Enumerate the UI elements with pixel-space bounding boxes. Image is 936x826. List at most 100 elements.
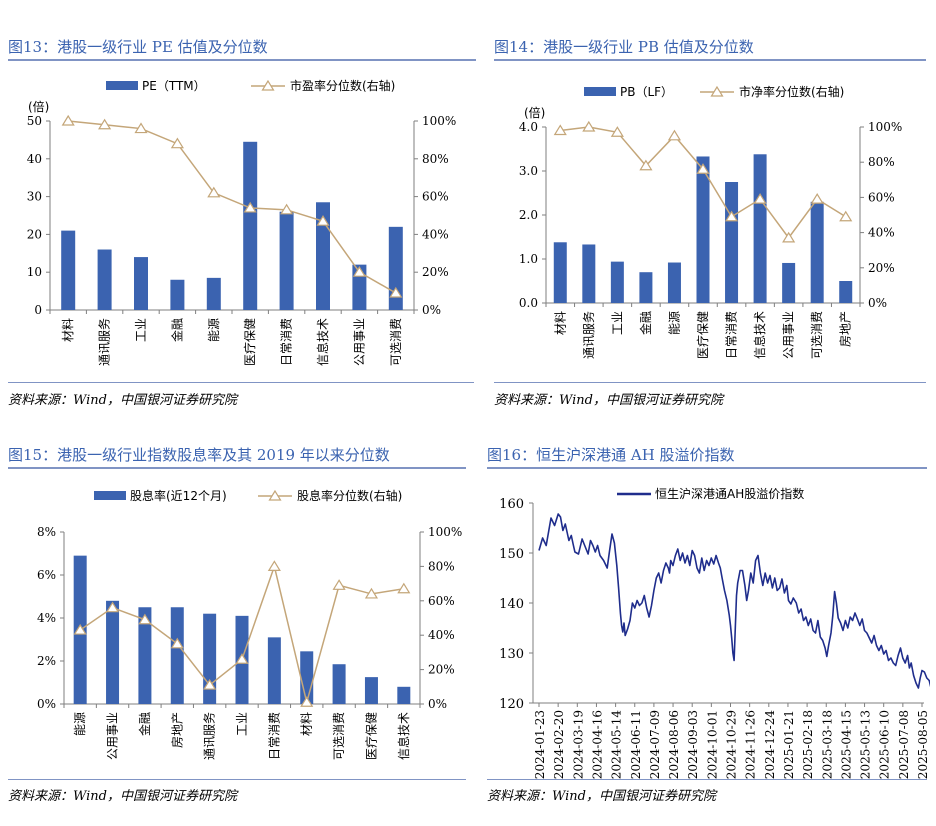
x-tick-label: 信息技术 xyxy=(315,318,330,366)
legend-line-label: 股息率分位数(右轴) xyxy=(297,488,402,503)
figure-13-title: 图13：港股一级行业 PE 估值及分位数 xyxy=(8,38,268,56)
x-tick-label: 2024-08-06 xyxy=(667,710,681,779)
x-tick-label: 信息技术 xyxy=(396,712,411,760)
legend-line-marker xyxy=(268,489,282,501)
y-right-tick-label: 20% xyxy=(428,663,455,677)
percentile-point xyxy=(553,124,567,136)
bar xyxy=(610,261,624,303)
figure-16-bottom-rule xyxy=(487,779,927,780)
percentile-point xyxy=(138,613,152,625)
percentile-point xyxy=(105,601,120,613)
bar xyxy=(725,182,739,303)
legend-bar-label: PE（TTM） xyxy=(142,79,206,93)
bar xyxy=(134,257,148,310)
y-left-tick-label: 10 xyxy=(27,265,42,279)
bar xyxy=(332,664,346,704)
x-tick-label: 医疗保健 xyxy=(364,712,378,760)
x-tick-label: 材料 xyxy=(553,311,567,335)
figure-15-source: 资料来源：Wind，中国银河证券研究院 xyxy=(8,789,237,804)
y-right-tick-label: 100% xyxy=(422,114,456,128)
x-tick-label: 可选消费 xyxy=(332,712,346,760)
percentile-point xyxy=(134,122,148,134)
x-tick-label: 能源 xyxy=(667,311,681,335)
x-tick-label: 2024-02-20 xyxy=(552,710,566,779)
x-tick-label: 材料 xyxy=(61,318,75,342)
y-right-tick-label: 100% xyxy=(868,120,902,134)
x-tick-label: 公用事业 xyxy=(782,311,796,359)
percentile-point xyxy=(267,560,281,572)
x-tick-label: 2025-06-10 xyxy=(878,710,892,779)
x-tick-label: 2025-04-15 xyxy=(839,710,853,779)
percentile-point xyxy=(170,637,184,649)
y-right-tick-label: 20% xyxy=(868,261,895,275)
x-tick-label: 2024-11-26 xyxy=(744,710,758,779)
percentile-point xyxy=(364,587,379,599)
x-tick-label: 2024-03-19 xyxy=(571,710,585,779)
y-left-tick-label: 6% xyxy=(37,568,56,582)
figure-14-panel: 图14：港股一级行业 PB 估值及分位数 PB（LF） 市净率分位数(右轴) (倍)… xyxy=(494,34,930,414)
x-tick-label: 工业 xyxy=(610,311,624,335)
x-tick-label: 工业 xyxy=(134,318,148,342)
percentile-point xyxy=(810,193,824,204)
percentile-point xyxy=(610,126,624,137)
x-tick-label: 日常消费 xyxy=(280,318,294,366)
bar xyxy=(639,272,653,303)
percentile-point xyxy=(235,653,249,664)
figure-16-title-rule xyxy=(487,467,927,469)
y-right-tick-label: 40% xyxy=(428,628,455,642)
x-tick-label: 2024-04-16 xyxy=(590,710,604,779)
x-tick-label: 2024-07-09 xyxy=(648,710,662,779)
x-tick-label: 2024-06-11 xyxy=(629,710,643,779)
bar xyxy=(97,249,112,310)
percentile-point xyxy=(316,215,330,226)
x-tick-label: 日常消费 xyxy=(725,311,739,359)
x-tick-label: 2024-01-23 xyxy=(533,710,547,779)
y-left-tick-label: 50 xyxy=(27,114,42,128)
bar xyxy=(696,156,710,303)
y-tick-label: 120 xyxy=(499,697,524,712)
x-tick-label: 金融 xyxy=(638,311,653,335)
y-right-tick-label: 0% xyxy=(428,697,447,711)
percentile-point xyxy=(639,159,653,171)
bar xyxy=(61,230,76,310)
figure-13-bottom-rule xyxy=(8,382,474,383)
x-tick-label: 公用事业 xyxy=(352,318,366,366)
x-tick-label: 2025-03-18 xyxy=(820,710,834,779)
x-tick-label: 2024-09-03 xyxy=(686,710,700,779)
percentile-line xyxy=(68,120,397,294)
y-left-tick-label: 4.0 xyxy=(519,120,538,134)
bar xyxy=(106,600,120,704)
x-tick-label: 公用事业 xyxy=(106,712,120,760)
figure-16-source: 资料来源：Wind，中国银河证券研究院 xyxy=(487,789,716,804)
bar xyxy=(316,202,330,310)
bar xyxy=(397,686,411,704)
y-left-tick-label: 40 xyxy=(27,152,42,166)
y-right-tick-label: 80% xyxy=(422,152,449,166)
x-tick-label: 2024-10-29 xyxy=(725,710,739,779)
legend-line-label: 恒生沪深港通AH股溢价指数 xyxy=(655,486,804,501)
figure-15-chart: 股息率(近12个月) 股息率分位数(右轴) 0% 2% 4% 6% 8% 0% 20% 40% 60… xyxy=(37,488,462,760)
x-tick-label: 可选消费 xyxy=(389,318,403,366)
bar xyxy=(839,281,853,303)
figure-16-panel: 图16：恒生沪深港通 AH 股溢价指数 恒生沪深港通AH股溢价指数 120 130 1… xyxy=(487,442,930,782)
y-right-tick-label: 60% xyxy=(422,190,449,204)
y-right-tick-label: 0% xyxy=(422,303,441,317)
bar xyxy=(753,154,767,303)
legend-line-marker xyxy=(710,85,724,97)
y-right-tick-label: 80% xyxy=(868,155,895,169)
figure-16-chart: 恒生沪深港通AH股溢价指数 120 130 140 150 160 2024-01-23 20… xyxy=(499,486,930,779)
x-tick-label: 能源 xyxy=(207,318,221,342)
bar xyxy=(267,637,281,704)
bar xyxy=(203,613,217,704)
bar xyxy=(300,651,314,704)
y-tick-label: 160 xyxy=(499,497,524,512)
figure-13-title-rule xyxy=(8,59,476,61)
x-tick-label: 房地产 xyxy=(838,311,853,347)
x-tick-label: 通讯服务 xyxy=(581,311,596,359)
x-tick-label: 2024-10-01 xyxy=(705,710,719,779)
x-tick-label: 2025-02-18 xyxy=(801,710,815,779)
y-right-tick-label: 60% xyxy=(428,594,455,608)
percentile-point xyxy=(170,137,184,149)
y-right-tick-label: 20% xyxy=(422,265,449,279)
bar xyxy=(810,201,824,303)
